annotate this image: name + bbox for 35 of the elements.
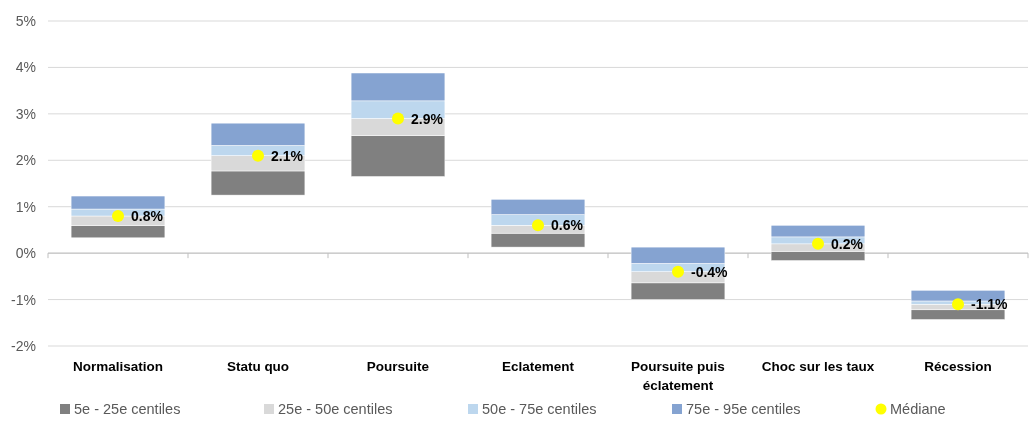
- data-label: 0.6%: [551, 217, 584, 234]
- y-tick-label: -1%: [11, 291, 36, 308]
- x-tick-label: Eclatement: [501, 359, 575, 374]
- data-label: 0.2%: [831, 235, 864, 252]
- point: [112, 210, 124, 222]
- legend-label: 5e - 25e centiles: [74, 401, 181, 417]
- x-tick-label: Poursuite: [366, 359, 430, 374]
- point: [672, 265, 684, 278]
- point: [532, 219, 544, 232]
- legend-label: Médiane: [890, 401, 946, 417]
- data-label: 2.9%: [411, 110, 444, 127]
- y-tick-label: 3%: [15, 105, 36, 122]
- legend-label: 75e - 95e centiles: [686, 401, 801, 417]
- x-tick-label: Poursuite puis éclatement: [631, 359, 725, 393]
- data-label: 0.8%: [131, 208, 164, 224]
- y-tick-label: 4%: [15, 59, 36, 76]
- point: [952, 298, 964, 311]
- x-tick-label: Récession: [924, 359, 992, 374]
- point: [812, 237, 824, 250]
- data-label: -1.1%: [971, 296, 1009, 313]
- legend-label: 25e - 50e centiles: [278, 401, 393, 417]
- y-tick-label: 1%: [15, 198, 36, 215]
- legend-label: 50e - 75e centiles: [482, 401, 597, 417]
- point: [392, 112, 404, 125]
- x-tick-label: Normalisation: [72, 359, 164, 374]
- y-tick-label: 0%: [15, 245, 36, 262]
- data-label: 2.1%: [271, 147, 304, 164]
- x-tick-label: Statu quo: [226, 359, 290, 374]
- x-tick-label: Choc sur les taux: [761, 359, 875, 374]
- y-tick-label: -2%: [11, 338, 36, 354]
- y-tick-label: 2%: [15, 152, 36, 169]
- bar: [910, 309, 1006, 320]
- y-tick-label: 5%: [15, 13, 36, 29]
- data-label: -0.4%: [691, 263, 729, 280]
- point: [252, 149, 264, 162]
